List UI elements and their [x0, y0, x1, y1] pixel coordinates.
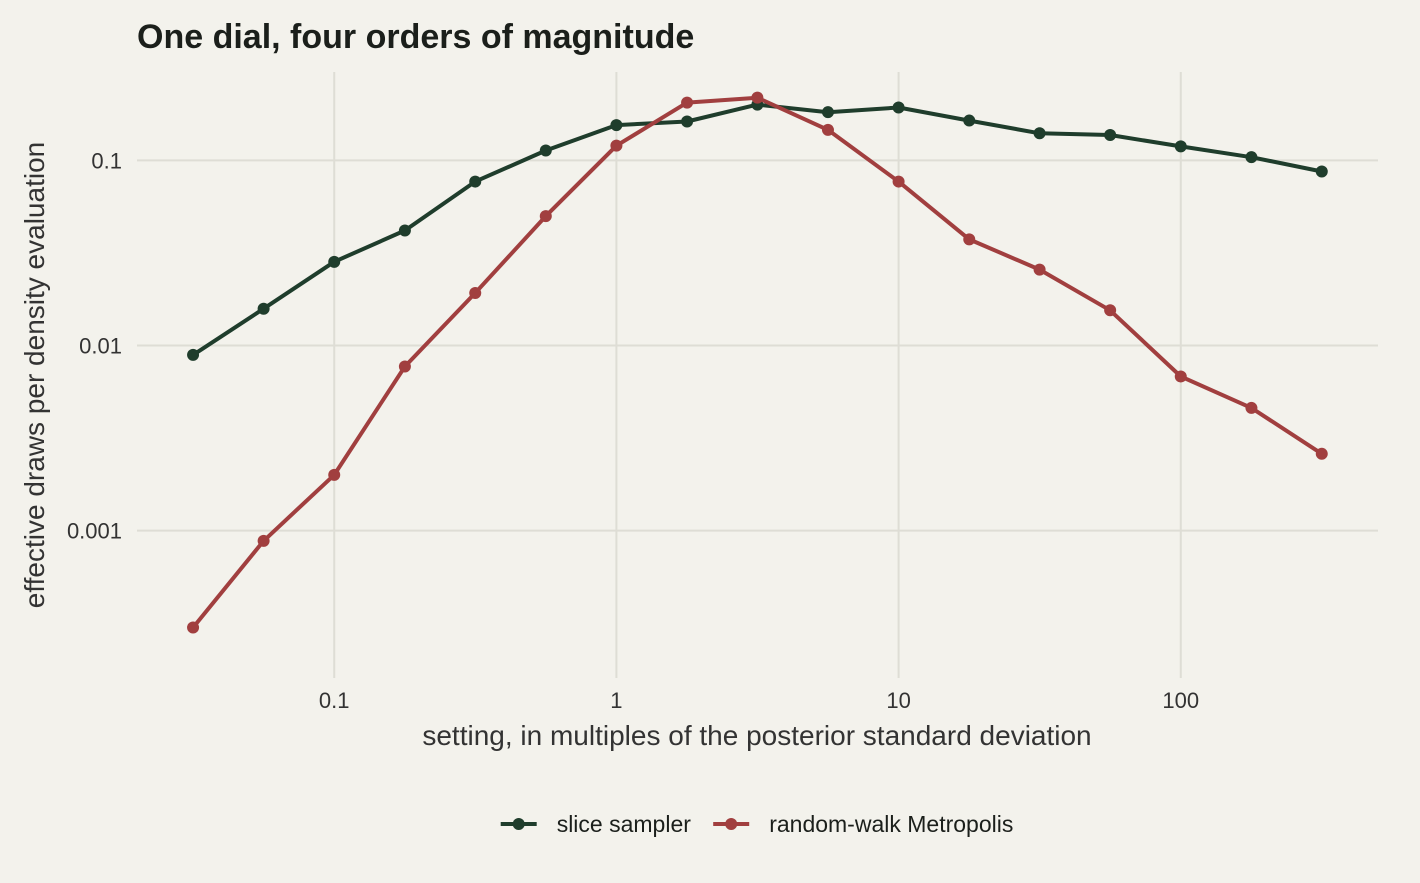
legend-item-1: random-walk Metropolis: [713, 811, 1013, 837]
data-point: [469, 287, 482, 300]
data-point: [963, 233, 976, 246]
chart-title: One dial, four orders of magnitude: [137, 18, 694, 56]
data-point: [821, 106, 834, 119]
legend: slice sampler random-walk Metropolis: [500, 811, 1013, 837]
data-point: [1174, 370, 1187, 383]
legend-label: random-walk Metropolis: [769, 811, 1013, 837]
data-point: [1245, 401, 1258, 414]
data-point: [892, 175, 905, 188]
legend-swatch-point: [725, 818, 738, 830]
data-point: [1315, 447, 1328, 460]
legend-label: slice sampler: [557, 811, 692, 837]
data-point: [1174, 140, 1187, 153]
series-1: [187, 91, 1328, 634]
y-tick-label: 0.001: [67, 519, 122, 544]
data-point: [257, 534, 270, 547]
grid-lines: [137, 72, 1378, 678]
data-point: [469, 175, 482, 188]
y-tick-label: 0.1: [91, 148, 122, 173]
series-0: [187, 98, 1328, 361]
data-point: [821, 123, 834, 136]
x-tick-label: 10: [886, 688, 910, 713]
data-point: [398, 224, 411, 237]
data-point: [398, 360, 411, 373]
x-tick-label: 100: [1162, 688, 1199, 713]
legend-swatch-point: [512, 818, 525, 830]
x-axis-label: setting, in multiples of the posterior s…: [422, 720, 1091, 751]
data-point: [751, 91, 764, 104]
legend-item-0: slice sampler: [500, 811, 692, 837]
data-point: [1104, 129, 1117, 142]
data-point: [1033, 127, 1046, 140]
x-tick-label: 0.1: [319, 688, 350, 713]
series-layer: [187, 91, 1328, 634]
data-point: [610, 139, 623, 152]
series-line: [191, 95, 1324, 630]
x-axis-ticks: 0.1 1 10 100: [319, 688, 1199, 713]
y-tick-label: 0.01: [79, 333, 122, 358]
data-point: [1033, 263, 1046, 276]
data-point: [539, 210, 552, 223]
data-point: [328, 255, 341, 268]
data-point: [187, 621, 200, 634]
data-point: [187, 348, 200, 361]
x-tick-label: 1: [610, 688, 622, 713]
series-line: [191, 102, 1324, 357]
data-point: [963, 114, 976, 127]
data-point: [681, 96, 694, 109]
data-point: [610, 119, 623, 132]
data-point: [1245, 151, 1258, 164]
data-point: [539, 144, 552, 157]
y-axis-label: effective draws per density evaluation: [19, 142, 50, 608]
data-point: [681, 115, 694, 128]
data-point: [892, 101, 905, 114]
y-axis-ticks: 0.001 0.01 0.1: [67, 148, 122, 543]
data-point: [1104, 304, 1117, 317]
data-point: [328, 468, 341, 481]
data-point: [1315, 165, 1328, 178]
data-point: [257, 302, 270, 315]
